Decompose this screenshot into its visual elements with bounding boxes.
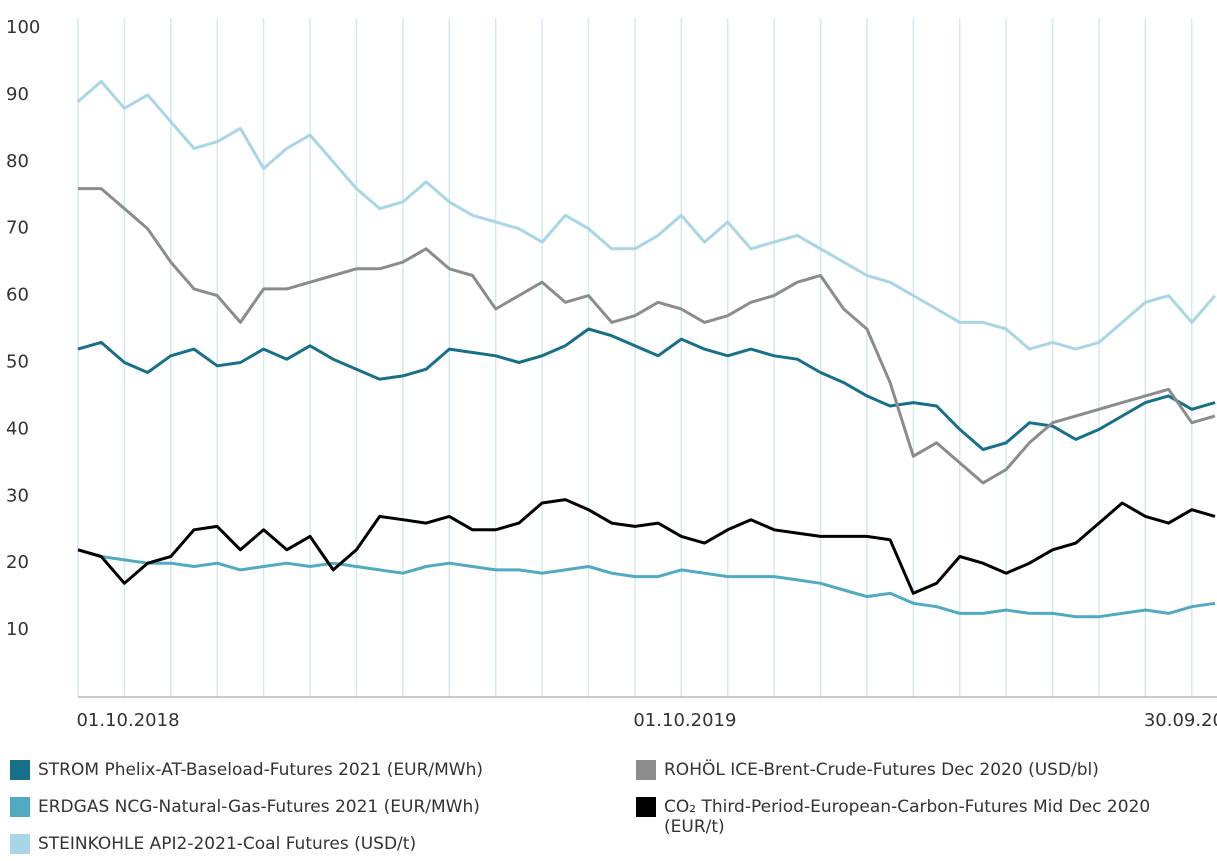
y-tick-label: 100 [6, 17, 40, 38]
y-tick-label: 80 [6, 151, 29, 172]
y-tick-label: 60 [6, 285, 29, 306]
y-tick-label: 90 [6, 84, 29, 105]
legend-swatch [636, 760, 656, 780]
legend-item: STEINKOHLE API2-2021-Coal Futures (USD/t… [10, 834, 610, 854]
legend-item: CO₂ Third-Period-European-Carbon-Futures… [636, 797, 1156, 837]
y-tick-label: 70 [6, 218, 29, 239]
y-tick-label: 10 [6, 619, 29, 640]
legend-item: STROM Phelix-AT-Baseload-Futures 2021 (E… [10, 760, 610, 780]
legend-item: ROHÖL ICE-Brent-Crude-Futures Dec 2020 (… [636, 760, 1217, 780]
y-tick-label: 20 [6, 552, 29, 573]
x-tick-label: 30.09.2020 [1144, 710, 1217, 731]
legend-label: ERDGAS NCG-Natural-Gas-Futures 2021 (EUR… [38, 797, 480, 817]
legend-label: STROM Phelix-AT-Baseload-Futures 2021 (E… [38, 760, 484, 780]
series-line [77, 498, 1216, 595]
legend-label: ROHÖL ICE-Brent-Crude-Futures Dec 2020 (… [664, 760, 1099, 780]
series-line [77, 548, 1216, 619]
legend-item: ERDGAS NCG-Natural-Gas-Futures 2021 (EUR… [10, 797, 610, 817]
series-line [77, 327, 1216, 451]
series-line [78, 187, 1216, 485]
x-tick-label: 01.10.2019 [633, 710, 736, 731]
x-tick-label: 01.10.2018 [76, 710, 179, 731]
y-tick-label: 50 [6, 352, 29, 373]
y-tick-label: 40 [6, 418, 29, 439]
chart: 10 20 30 40 50 60 70 80 90 100 01.10.2018 01.10.201… [6, 17, 1217, 731]
y-tick-label: 30 [6, 485, 29, 506]
legend-swatch [10, 760, 30, 780]
legend-swatch [636, 797, 656, 817]
legend-label: STEINKOHLE API2-2021-Coal Futures (USD/t… [38, 834, 417, 854]
legend-swatch [10, 797, 30, 817]
legend-swatch [10, 834, 30, 854]
legend-label: CO₂ Third-Period-European-Carbon-Futures… [664, 797, 1151, 837]
series-line [77, 80, 1217, 351]
